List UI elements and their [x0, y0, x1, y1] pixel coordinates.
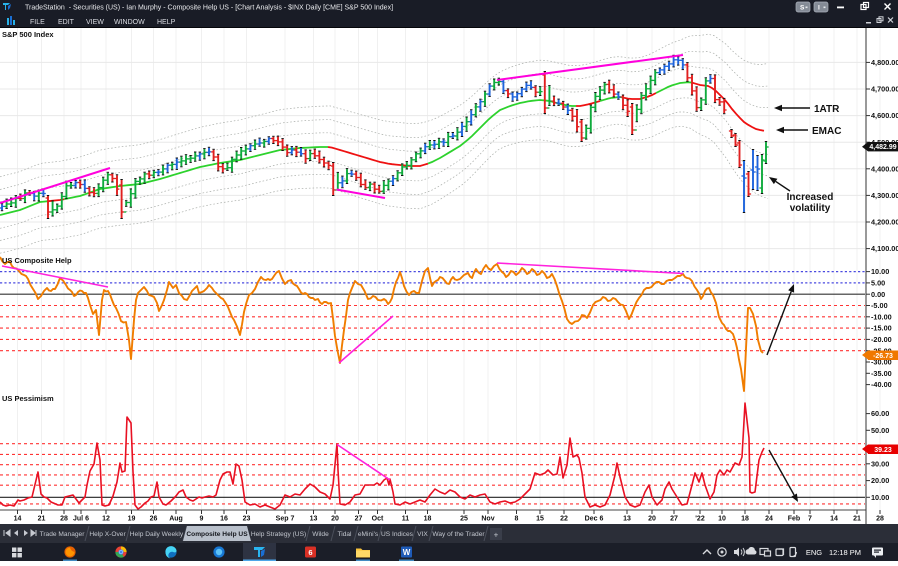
svg-text:US Pessimism: US Pessimism	[2, 394, 54, 403]
svg-text:-20.00: -20.00	[871, 335, 892, 344]
svg-text:21: 21	[38, 516, 46, 523]
svg-text:30.00: 30.00	[871, 459, 889, 468]
svg-text:22: 22	[560, 516, 568, 523]
svg-text:6: 6	[308, 548, 312, 557]
svg-text:12: 12	[102, 516, 110, 523]
svg-text:'22: '22	[695, 516, 705, 523]
svg-text:Dec 6: Dec 6	[585, 516, 604, 523]
svg-text:EMAC: EMAC	[812, 126, 841, 137]
svg-text:12:18 PM: 12:18 PM	[829, 548, 861, 557]
svg-text:14: 14	[14, 516, 22, 523]
svg-text:19: 19	[128, 516, 136, 523]
svg-text:volatility: volatility	[790, 203, 831, 214]
svg-text:9: 9	[200, 516, 204, 523]
svg-text:EDIT: EDIT	[58, 19, 75, 26]
svg-text:10: 10	[718, 516, 726, 523]
svg-text:Jul 6: Jul 6	[73, 516, 89, 523]
svg-text:27: 27	[355, 516, 363, 523]
svg-text:VIX: VIX	[417, 531, 428, 538]
svg-text:18: 18	[741, 516, 749, 523]
svg-text:28: 28	[876, 516, 884, 523]
svg-text:W: W	[403, 548, 411, 557]
svg-text:60.00: 60.00	[871, 409, 889, 418]
svg-text:US Composite Help: US Composite Help	[2, 256, 72, 265]
svg-text:VIEW: VIEW	[86, 19, 104, 26]
svg-text:23: 23	[243, 516, 251, 523]
svg-text:15: 15	[536, 516, 544, 523]
svg-text:S&P 500 Index: S&P 500 Index	[2, 30, 54, 39]
svg-text:Tidal: Tidal	[337, 531, 352, 538]
svg-text:4,300.00: 4,300.00	[871, 191, 898, 200]
svg-text:Nov: Nov	[481, 516, 494, 523]
svg-text:S: S	[800, 5, 805, 12]
svg-text:0.00: 0.00	[871, 290, 885, 299]
svg-text:FILE: FILE	[30, 19, 45, 26]
svg-text:Help Strategy (US): Help Strategy (US)	[251, 531, 306, 538]
svg-text:ENG: ENG	[806, 548, 822, 557]
svg-text:Composite Help US: Composite Help US	[186, 531, 248, 538]
svg-text:27: 27	[670, 516, 678, 523]
svg-text:-10.00: -10.00	[871, 312, 892, 321]
svg-text:Help Daily Weekly: Help Daily Weekly	[130, 531, 184, 538]
svg-text:-26.73: -26.73	[873, 353, 893, 360]
svg-text:24: 24	[765, 516, 773, 523]
svg-text:Increased: Increased	[787, 192, 834, 203]
svg-text:16: 16	[220, 516, 228, 523]
svg-text:4,400.00: 4,400.00	[871, 164, 898, 173]
svg-text:1ATR: 1ATR	[814, 104, 840, 115]
svg-text:4,100.00: 4,100.00	[871, 244, 898, 253]
svg-text:Way of the Trader: Way of the Trader	[432, 531, 485, 538]
svg-text:18: 18	[424, 516, 432, 523]
svg-text:13: 13	[623, 516, 631, 523]
svg-text:50.00: 50.00	[871, 426, 889, 435]
svg-text:8: 8	[515, 516, 519, 523]
svg-text:10.00: 10.00	[871, 493, 889, 502]
svg-text:39.23: 39.23	[874, 447, 892, 454]
svg-text:Aug: Aug	[169, 516, 183, 523]
svg-text:Feb: Feb	[788, 516, 800, 523]
svg-text:28: 28	[60, 516, 68, 523]
svg-text:Sep 7: Sep 7	[276, 516, 295, 523]
svg-text:WINDOW: WINDOW	[114, 19, 145, 26]
svg-text:-15.00: -15.00	[871, 324, 892, 333]
svg-text:5.00: 5.00	[871, 279, 885, 288]
svg-text:US Indices: US Indices	[381, 531, 414, 538]
svg-text:20: 20	[331, 516, 339, 523]
svg-text:14: 14	[830, 516, 838, 523]
svg-text:4,700.00: 4,700.00	[871, 85, 898, 94]
svg-text:-5.00: -5.00	[871, 301, 888, 310]
svg-text:10.00: 10.00	[871, 267, 889, 276]
svg-text:HELP: HELP	[157, 19, 176, 26]
svg-text:7: 7	[808, 516, 812, 523]
svg-text:I: I	[818, 5, 820, 12]
svg-text:25: 25	[460, 516, 468, 523]
svg-text:20: 20	[648, 516, 656, 523]
svg-text:20.00: 20.00	[871, 476, 889, 485]
svg-text:4,800.00: 4,800.00	[871, 58, 898, 67]
svg-text:-35.00: -35.00	[871, 369, 892, 378]
svg-text:4,482.99: 4,482.99	[869, 144, 896, 151]
svg-text:11: 11	[402, 516, 410, 523]
svg-text:Help X-Over: Help X-Over	[89, 531, 126, 538]
svg-text:13: 13	[310, 516, 318, 523]
svg-text:4,600.00: 4,600.00	[871, 111, 898, 120]
svg-text:+: +	[494, 531, 499, 540]
svg-text:TradeStation - Securities (US: TradeStation - Securities (US) - Ian Mur…	[25, 4, 393, 11]
svg-text:Wilde: Wilde	[312, 531, 329, 538]
svg-text:-30.00: -30.00	[871, 358, 892, 367]
svg-text:Trade Manager: Trade Manager	[40, 531, 86, 538]
svg-text:26: 26	[150, 516, 158, 523]
svg-text:Oct: Oct	[372, 516, 384, 523]
svg-text:21: 21	[853, 516, 861, 523]
svg-text:eMini's: eMini's	[358, 531, 379, 538]
svg-text:-40.00: -40.00	[871, 380, 892, 389]
svg-text:4,200.00: 4,200.00	[871, 218, 898, 227]
